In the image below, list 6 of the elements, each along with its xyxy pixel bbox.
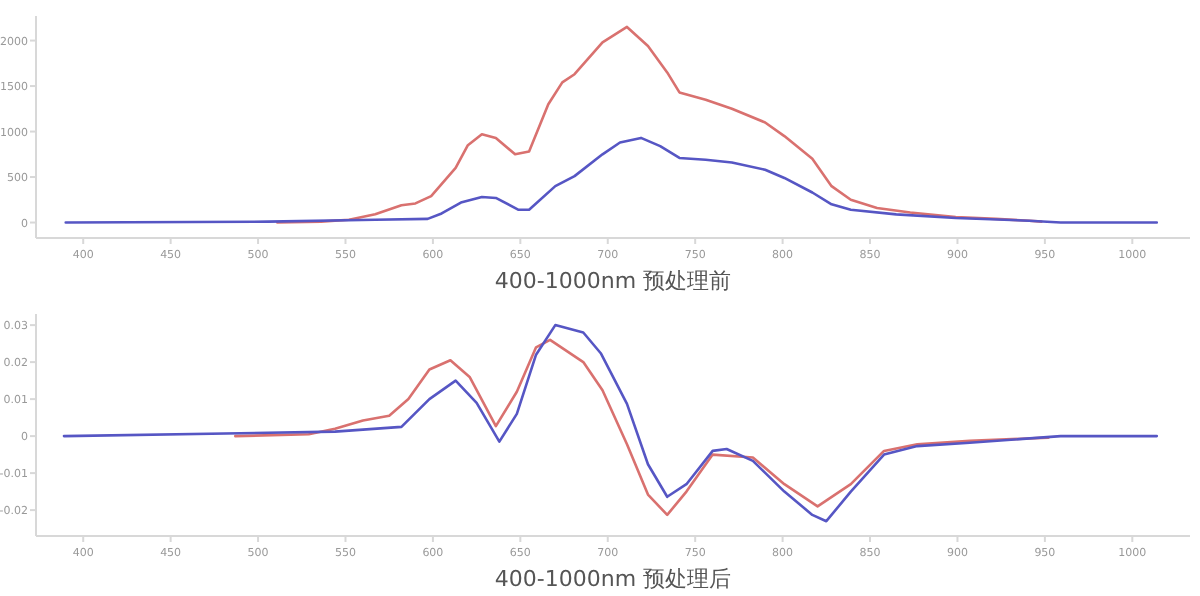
line-series — [276, 25, 1043, 224]
line-series — [62, 323, 1159, 523]
text: 400-1000nm 预处理前 — [494, 268, 732, 294]
text: 400-1000nm 预处理后 — [494, 566, 732, 592]
line-series — [64, 136, 1159, 224]
line-series — [234, 338, 1050, 517]
